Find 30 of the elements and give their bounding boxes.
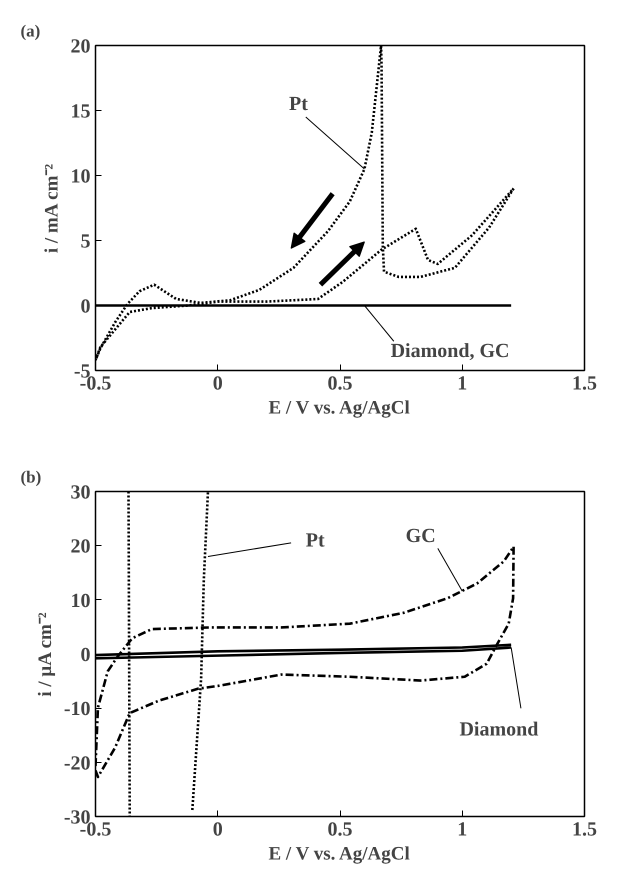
x-tick-label: 0 <box>212 372 223 394</box>
x-tick-label: 1.5 <box>572 818 597 840</box>
x-tick-label: 0.5 <box>328 818 352 840</box>
x-tick-label: 0 <box>212 818 223 840</box>
y-tick-label: 20 <box>70 536 90 558</box>
y-tick-label: -10 <box>64 698 91 720</box>
y-axis-title: i / μA cm⁻² <box>34 612 56 697</box>
y-tick-label: 0 <box>80 296 90 318</box>
y-tick-label: 10 <box>70 590 90 612</box>
y-tick-label: 0 <box>80 644 90 666</box>
chart-title: (b) <box>20 468 42 486</box>
annotation: GC <box>406 525 436 548</box>
y-tick-label: 20 <box>70 36 90 58</box>
annotation: Pt <box>288 93 308 115</box>
y-tick-label: 10 <box>70 166 90 188</box>
x-tick-label: 1 <box>457 372 468 394</box>
x-tick-label: 1.5 <box>572 372 597 394</box>
annotation: Diamond, GC <box>390 340 510 362</box>
annotation: Pt <box>306 529 325 552</box>
x-axis-title: E / V vs. Ag/AgCl <box>268 398 410 418</box>
annotation: Diamond <box>459 718 538 741</box>
y-axis-title: i / mA cm⁻² <box>42 164 62 254</box>
y-tick-label: -20 <box>64 752 91 774</box>
x-axis-title: E / V vs. Ag/AgCl <box>268 844 410 864</box>
x-tick-label: 0.5 <box>328 372 352 394</box>
y-tick-label: 5 <box>80 230 90 252</box>
chart-title: (a) <box>20 22 40 40</box>
x-tick-label: 1 <box>457 818 468 840</box>
y-tick-label: 15 <box>70 100 90 122</box>
y-tick-label: 30 <box>70 482 90 504</box>
